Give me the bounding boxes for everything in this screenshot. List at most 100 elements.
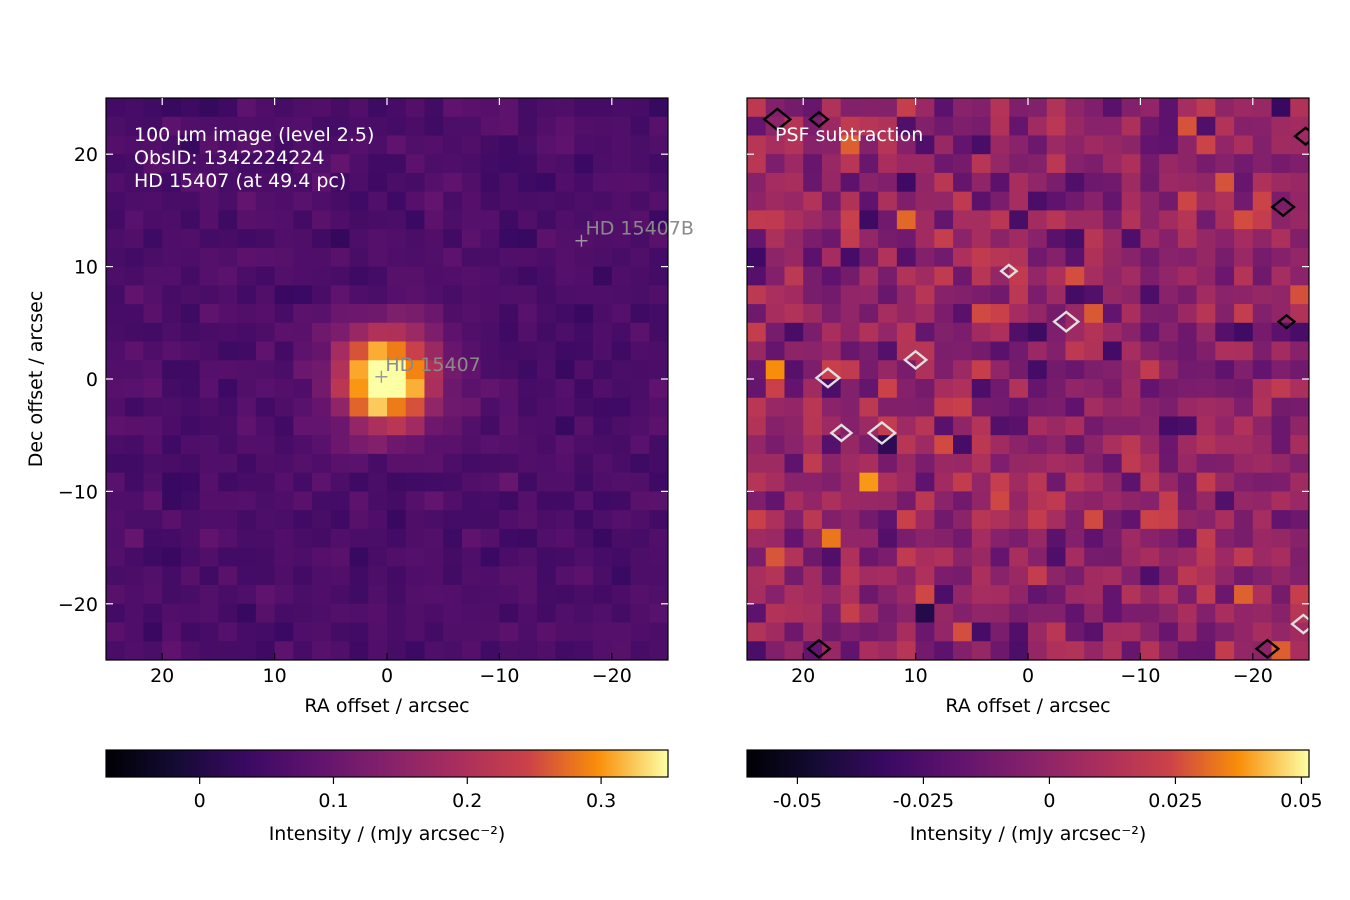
heatmap-cell <box>124 341 144 361</box>
heatmap-cell <box>218 360 238 380</box>
heatmap-cell <box>536 528 556 548</box>
heatmap-cell <box>368 641 388 660</box>
heatmap-cell <box>747 491 767 511</box>
heatmap-cell <box>593 453 613 474</box>
heatmap-cell <box>443 510 463 530</box>
heatmap-cell <box>990 285 1010 305</box>
heatmap-cell <box>1102 453 1123 474</box>
heatmap-cell <box>1084 472 1104 492</box>
heatmap-cell <box>180 341 201 361</box>
heatmap-cell <box>1065 247 1085 267</box>
heatmap-cell <box>1234 98 1254 118</box>
heatmap-cell <box>461 528 482 548</box>
heatmap-cell <box>424 322 444 342</box>
heatmap-cell <box>199 229 219 249</box>
heatmap-cell <box>1102 528 1123 548</box>
heatmap-cell <box>461 472 482 492</box>
heatmap-cell <box>1271 585 1291 605</box>
heatmap-cell <box>878 172 898 193</box>
x-tick-label: −10 <box>1120 665 1160 687</box>
heatmap-cell <box>405 547 425 567</box>
heatmap-cell <box>765 229 785 249</box>
heatmap-cell <box>237 98 257 118</box>
heatmap-cell <box>1140 154 1160 174</box>
x-tick-label: 20 <box>150 665 174 687</box>
heatmap-cell <box>803 435 823 455</box>
heatmap-cell <box>255 641 275 660</box>
heatmap-cell <box>1271 135 1291 155</box>
heatmap-cell <box>349 491 369 511</box>
heatmap-cell <box>649 247 668 267</box>
heatmap-cell <box>1234 510 1254 530</box>
heatmap-cell <box>143 641 163 660</box>
heatmap-cell <box>368 360 388 380</box>
heatmap-cell <box>274 603 294 623</box>
heatmap-cell <box>765 191 785 211</box>
heatmap-cell <box>1234 585 1254 605</box>
heatmap-cell <box>593 341 613 361</box>
heatmap-cell <box>971 397 991 417</box>
heatmap-cell <box>274 528 294 548</box>
heatmap-cell <box>199 191 219 211</box>
heatmap-cell <box>784 304 804 324</box>
heatmap-cell <box>1234 472 1254 492</box>
heatmap-cell <box>443 397 463 417</box>
heatmap-cell <box>593 622 613 642</box>
heatmap-cell <box>1102 603 1123 623</box>
heatmap-cell <box>953 98 973 118</box>
heatmap-cell <box>1234 341 1254 361</box>
heatmap-cell <box>971 135 991 155</box>
heatmap-cell <box>293 116 313 136</box>
heatmap-cell <box>461 622 482 642</box>
heatmap-cell <box>424 98 444 118</box>
heatmap-cell <box>387 379 407 399</box>
heatmap-cell <box>199 247 219 267</box>
heatmap-cell <box>518 435 538 455</box>
heatmap-cell <box>878 266 898 286</box>
heatmap-cell <box>349 154 369 174</box>
heatmap-cell <box>747 210 767 230</box>
heatmap-cell <box>293 341 313 361</box>
heatmap-cell <box>106 510 126 530</box>
heatmap-cell <box>499 585 519 605</box>
heatmap-cell <box>499 453 519 474</box>
heatmap-cell <box>765 266 785 286</box>
heatmap-cell <box>1084 416 1104 436</box>
heatmap-cell <box>106 453 126 474</box>
heatmap-cell <box>593 585 613 605</box>
heatmap-cell <box>1234 135 1254 155</box>
heatmap-cell <box>274 641 294 660</box>
heatmap-cell <box>518 547 538 567</box>
heatmap-cell <box>162 266 182 286</box>
heatmap-cell <box>840 566 860 586</box>
heatmap-cell <box>443 191 463 211</box>
heatmap-cell <box>518 566 538 586</box>
heatmap-cell <box>611 528 631 548</box>
heatmap-cell <box>1009 585 1029 605</box>
heatmap-cell <box>180 603 201 623</box>
heatmap-cell <box>896 379 916 399</box>
heatmap-cell <box>124 566 144 586</box>
heatmap-cell <box>424 397 444 417</box>
heatmap-cell <box>518 285 538 305</box>
heatmap-cell <box>443 154 463 174</box>
heatmap-cell <box>1271 341 1291 361</box>
heatmap-cell <box>162 322 182 342</box>
heatmap-cell <box>971 304 991 324</box>
heatmap-cell <box>915 191 935 211</box>
heatmap-cell <box>443 453 463 474</box>
heatmap-cell <box>461 547 482 567</box>
heatmap-cell <box>368 585 388 605</box>
heatmap-cell <box>1271 116 1291 136</box>
heatmap-cell <box>1252 379 1272 399</box>
heatmap-cell <box>1177 116 1197 136</box>
heatmap-cell <box>499 304 519 324</box>
heatmap-cell <box>1159 210 1179 230</box>
heatmap-cell <box>1084 304 1104 324</box>
heatmap-cell <box>1084 266 1104 286</box>
heatmap-cell <box>1084 247 1104 267</box>
heatmap-cell <box>180 266 201 286</box>
heatmap-cell <box>1046 491 1066 511</box>
heatmap-cell <box>574 322 594 342</box>
heatmap-cell <box>293 285 313 305</box>
